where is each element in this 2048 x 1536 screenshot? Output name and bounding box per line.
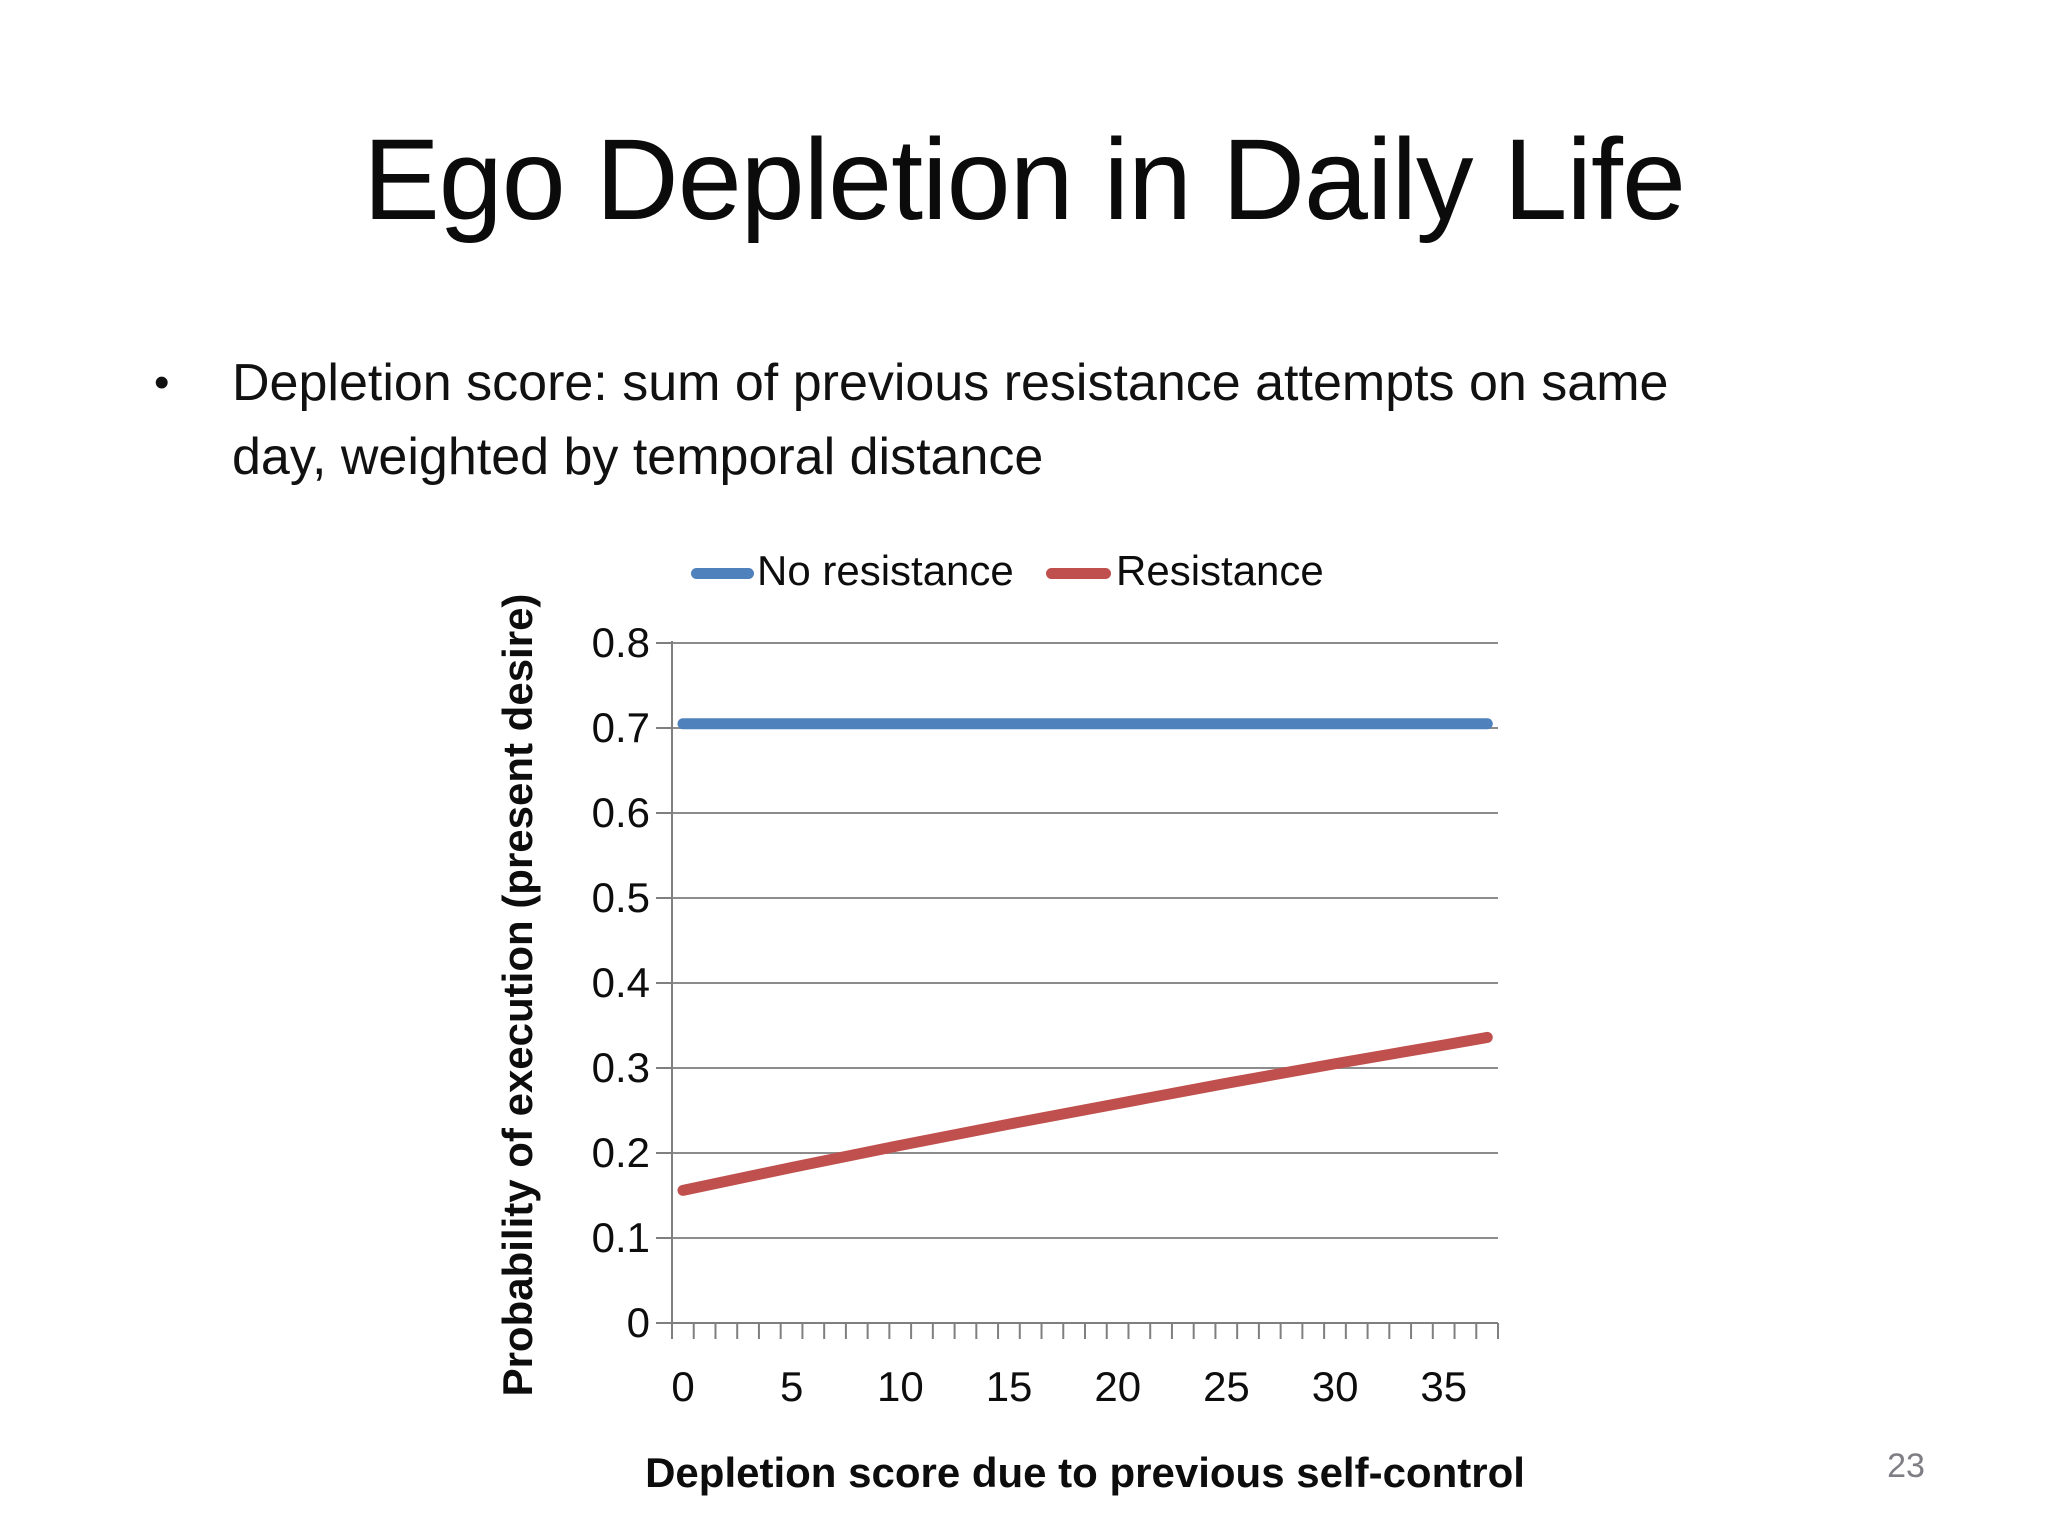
series-line-resistance bbox=[677, 1031, 1493, 1196]
x-tick-label: 5 bbox=[779, 1363, 804, 1410]
legend-line-swatch-resistance bbox=[1046, 568, 1111, 579]
y-tick-label: 0.4 bbox=[591, 959, 650, 1006]
bullet-text: Depletion score: sum of previous resista… bbox=[232, 354, 1669, 486]
y-tick-label: 0.3 bbox=[591, 1044, 650, 1091]
x-tick-label: 35 bbox=[1420, 1363, 1468, 1410]
legend-label-no-resistance: No resistance bbox=[757, 547, 1014, 594]
y-tick-label: 0.8 bbox=[591, 619, 650, 666]
y-tick-label: 0.1 bbox=[591, 1214, 650, 1261]
x-tick-label: 15 bbox=[985, 1363, 1033, 1410]
y-tick-label: 0 bbox=[626, 1299, 650, 1346]
x-tick-label: 25 bbox=[1203, 1363, 1250, 1410]
y-tick-label: 0.5 bbox=[591, 874, 650, 921]
x-tick-label: 20 bbox=[1094, 1363, 1142, 1410]
x-axis-title: Depletion score due to previous self-con… bbox=[645, 1449, 1525, 1496]
bullet-item: • Depletion score: sum of previous resis… bbox=[150, 346, 1710, 494]
page-number: 23 bbox=[1887, 1447, 1925, 1485]
slide-title: Ego Depletion in Daily Life bbox=[363, 116, 1686, 244]
x-tick-label: 0 bbox=[671, 1363, 695, 1410]
y-tick-label: 0.7 bbox=[591, 704, 650, 751]
y-tick-label: 0.6 bbox=[591, 789, 650, 836]
x-tick-label: 30 bbox=[1311, 1363, 1359, 1410]
x-tick-label: 10 bbox=[877, 1363, 924, 1410]
y-tick-label: 0.2 bbox=[591, 1129, 650, 1176]
bullet-icon: • bbox=[154, 358, 170, 407]
legend-label-resistance: Resistance bbox=[1116, 547, 1324, 594]
legend-line-swatch-no-resistance bbox=[691, 568, 754, 579]
